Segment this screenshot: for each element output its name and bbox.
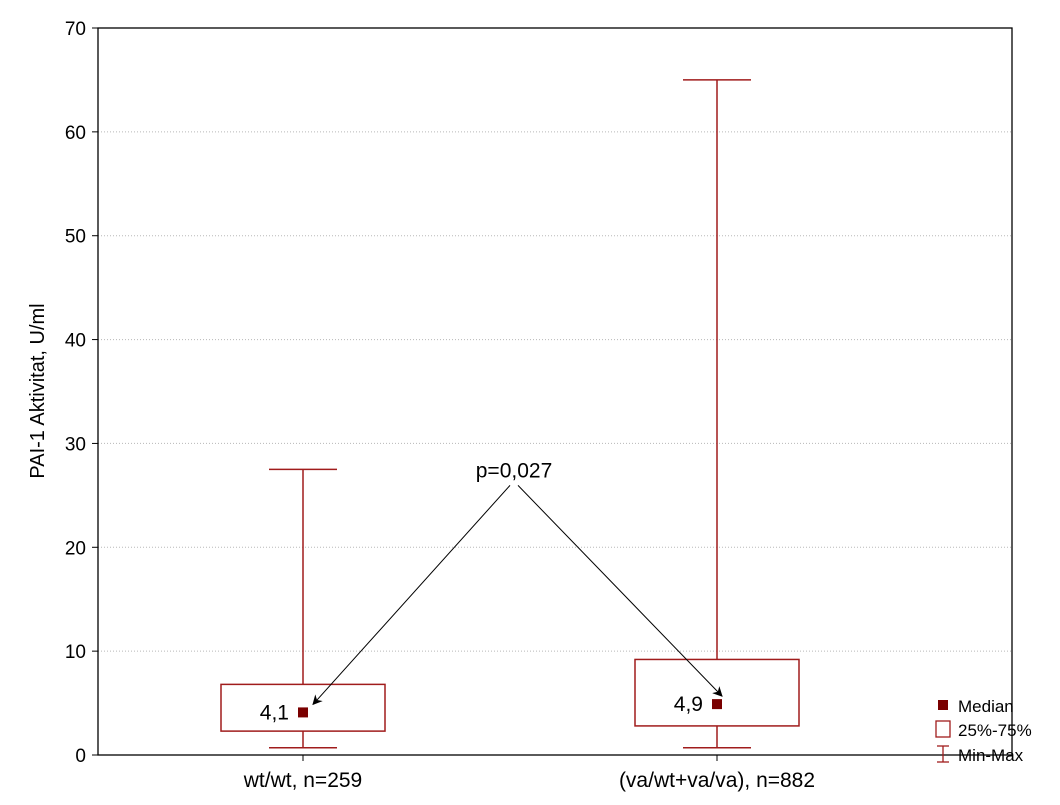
plot-frame — [97, 27, 1013, 756]
legend-median-swatch — [938, 700, 948, 710]
y-tick-label: 10 — [65, 642, 86, 663]
y-axis: 0 10 20 30 40 50 60 70 — [65, 19, 98, 767]
legend-entry: Median — [958, 697, 1014, 716]
y-tick-label: 50 — [65, 227, 86, 248]
median-label: 4,9 — [674, 693, 703, 716]
median-marker — [298, 707, 308, 718]
p-value-label: p=0,027 — [476, 459, 553, 482]
y-tick-label: 60 — [65, 123, 86, 144]
box-group-2: 4,9 — [634, 79, 800, 749]
y-tick-label: 70 — [65, 19, 86, 40]
legend-entry: 25%-75% — [958, 721, 1032, 740]
y-axis-label: PAI-1 Aktivitat, U/ml — [27, 303, 49, 478]
y-tick-label: 40 — [65, 331, 86, 352]
x-axis: wt/wt, n=259 (va/wt+va/va), n=882 — [243, 755, 815, 792]
legend-box-swatch — [935, 720, 951, 738]
box-group-1: 4,1 — [220, 468, 386, 749]
annotation-arrow — [312, 485, 511, 706]
median-label: 4,1 — [260, 701, 289, 724]
annotation: p=0,027 — [312, 459, 723, 706]
x-tick-label: wt/wt, n=259 — [243, 769, 362, 792]
y-tick-label: 30 — [65, 434, 86, 455]
legend-entry: Min-Max — [958, 746, 1024, 765]
boxes: 4,1 4,9 — [220, 79, 800, 749]
grid-lines — [98, 131, 1012, 652]
iqr-box — [634, 658, 800, 727]
y-tick-label: 0 — [75, 746, 86, 767]
y-tick-label: 20 — [65, 538, 86, 559]
median-marker — [712, 699, 722, 710]
annotation-arrow — [517, 485, 723, 697]
x-tick-label: (va/wt+va/va), n=882 — [619, 769, 815, 792]
legend: Median 25%-75% Min-Max — [935, 697, 1032, 765]
